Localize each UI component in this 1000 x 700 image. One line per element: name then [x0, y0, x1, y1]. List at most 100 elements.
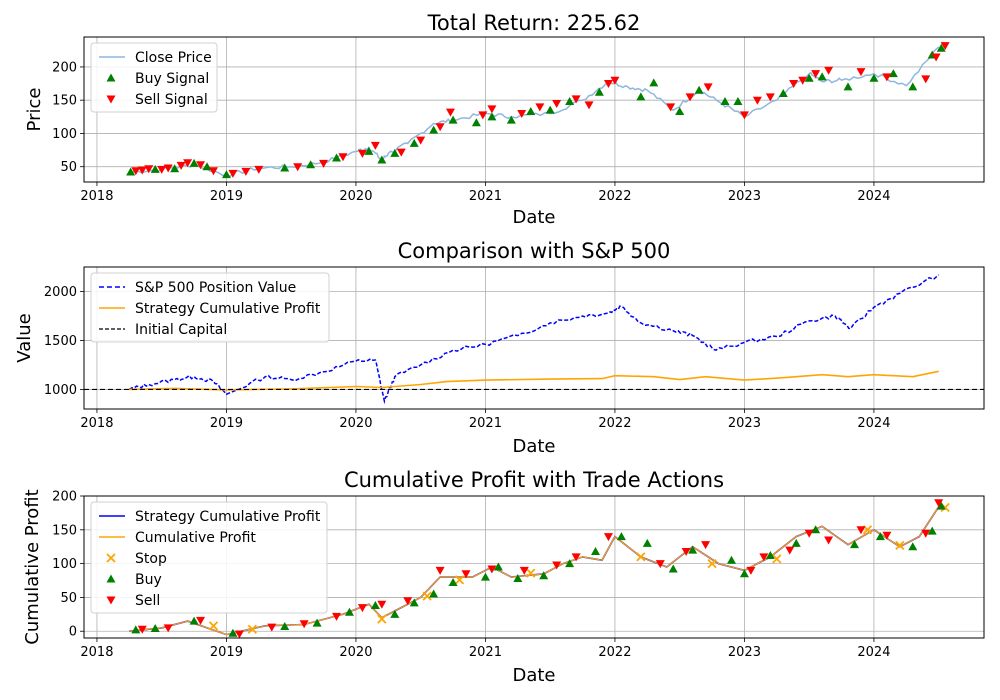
buy-marker: [616, 532, 626, 541]
y-tick-label: 2000: [44, 285, 77, 300]
sell-marker: [882, 73, 892, 82]
buy-marker: [409, 598, 419, 607]
legend: S&P 500 Position Value Strategy Cumulativ…: [90, 272, 330, 343]
sell-marker: [131, 167, 141, 176]
buy-marker: [726, 555, 736, 564]
buy-marker: [280, 163, 290, 172]
sell-marker: [228, 169, 238, 178]
sell-marker: [396, 148, 406, 157]
y-tick-label: 50: [60, 591, 77, 606]
buy-marker: [221, 170, 231, 179]
sell-marker: [319, 159, 329, 168]
sell-marker: [804, 529, 814, 538]
y-tick-label: 150: [52, 523, 77, 538]
sell-marker: [765, 93, 775, 102]
sell-marker: [357, 149, 367, 158]
sell-marker: [940, 42, 950, 51]
x-tick-label: 2019: [210, 645, 243, 660]
sell-marker: [517, 109, 527, 118]
sell-marker: [603, 80, 613, 89]
sell-marker: [666, 103, 676, 112]
sell-marker: [416, 136, 426, 145]
y-axis-label: Value: [14, 313, 35, 362]
sell-marker: [487, 105, 497, 114]
sell-marker: [163, 624, 173, 633]
sell-marker: [739, 111, 749, 120]
legend-label: Initial Capital: [135, 322, 227, 338]
legend-sell-marker: [106, 596, 116, 605]
buy-marker: [126, 167, 136, 176]
sell-marker: [746, 566, 756, 575]
sell-marker: [934, 499, 944, 508]
x-axis-label: Date: [512, 665, 555, 686]
legend-label: Close Price: [135, 50, 212, 66]
buy-marker: [150, 164, 160, 173]
sell-marker: [552, 561, 562, 570]
sell-marker: [785, 546, 795, 555]
sell-marker: [403, 597, 413, 606]
buy-marker: [344, 607, 354, 616]
stop-marker: [707, 558, 717, 569]
buy-marker: [850, 540, 860, 549]
stop-marker: [526, 568, 536, 578]
buy-marker: [927, 526, 937, 535]
sell-marker: [571, 95, 581, 104]
plot-area: [129, 499, 950, 638]
sell-marker: [655, 560, 665, 569]
axes-frame: [83, 495, 985, 639]
y-tick-label: 150: [52, 94, 77, 109]
series-strategy-cumulative-profit: [129, 370, 939, 391]
buy-marker: [675, 106, 685, 115]
sell-marker: [703, 83, 713, 92]
buy-marker: [377, 155, 387, 164]
sell-marker: [789, 80, 799, 89]
buy-marker: [875, 532, 885, 541]
stop-marker: [454, 575, 465, 585]
legend: Close Price Buy Signal Sell Signal: [90, 42, 218, 113]
x-tick-label: 2024: [857, 645, 890, 660]
y-tick-label: 100: [52, 557, 77, 572]
sell-marker: [487, 565, 497, 574]
sell-marker: [610, 76, 620, 85]
buy-marker: [480, 572, 490, 581]
sell-marker: [921, 75, 931, 84]
buy-marker: [545, 105, 555, 114]
buy-marker: [370, 601, 380, 610]
buy-marker: [170, 164, 180, 173]
buy-marker: [811, 525, 821, 534]
sell-marker: [552, 100, 562, 109]
buy-marker: [739, 569, 749, 578]
legend-box: [90, 272, 330, 343]
chart-title: Total Return: 225.62: [427, 11, 641, 35]
stop-marker: [636, 552, 646, 562]
sell-marker: [701, 541, 711, 550]
chart-panel-1: 2018 2019 2020 2021 2022 2023 2024 50 100 150 200 T…: [24, 11, 985, 228]
sell-marker: [752, 96, 762, 105]
sell-marker: [435, 566, 445, 575]
stop-marker: [422, 591, 432, 601]
buy-marker: [720, 97, 730, 106]
buy-marker: [202, 162, 212, 171]
buy-marker: [332, 153, 342, 162]
y-tick-label: 50: [60, 160, 77, 175]
buy-marker: [908, 542, 918, 551]
x-tick-label: 2021: [469, 645, 502, 660]
sell-marker: [921, 529, 931, 538]
buy-marker: [765, 551, 775, 560]
buy-marker: [791, 538, 801, 547]
x-tick-label: 2018: [80, 416, 113, 431]
buy-marker: [429, 125, 439, 134]
sell-marker: [267, 623, 277, 632]
buy-marker: [649, 78, 659, 87]
sell-marker: [196, 161, 206, 170]
y-axis-label: Cumulative Profit: [22, 489, 43, 644]
legend-label: Strategy Cumulative Profit: [135, 509, 321, 525]
buy-marker: [493, 562, 503, 571]
buy-marker: [642, 538, 652, 547]
buy-marker: [409, 138, 419, 147]
stop-marker: [208, 621, 219, 631]
plot-area: [84, 274, 984, 405]
sell-marker: [176, 161, 186, 170]
legend: Strategy Cumulative Profit Cumulative Pro…: [90, 501, 328, 614]
buy-marker: [189, 616, 199, 625]
